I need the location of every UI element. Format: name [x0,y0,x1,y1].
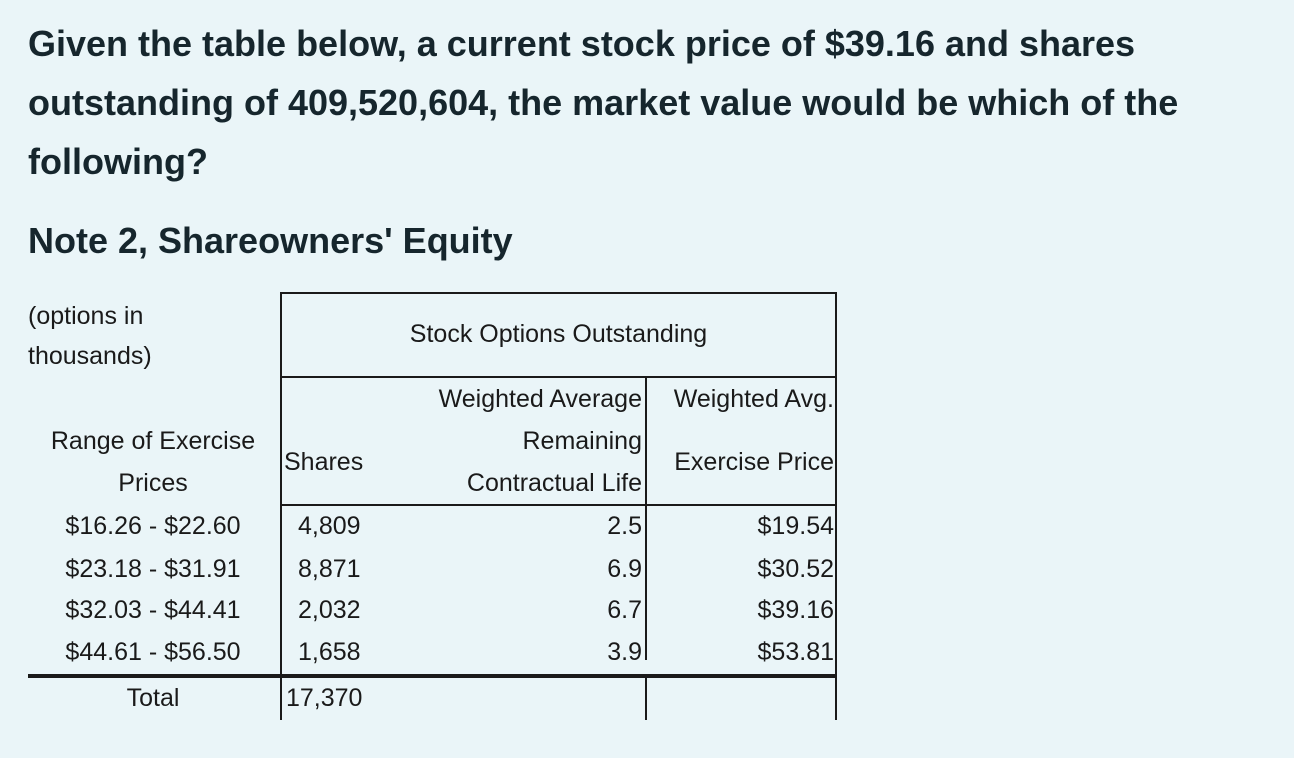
table-row-life: 2.5 [607,512,642,540]
table-row-shares: 4,809 [298,512,361,540]
total-label: Total [126,684,180,712]
life-column-left-border [645,377,647,660]
table-row-price: $19.54 [757,512,834,540]
range-header-text: Range of Exercise Prices [50,427,256,497]
header-bottom-divider [281,504,837,506]
life-column-left-border-total [645,676,647,720]
life-header-line2: Remaining [522,427,642,455]
total-shares: 17,370 [286,684,363,712]
table-row-shares: 2,032 [298,596,361,624]
price-header-line2: Exercise Price [674,448,834,476]
table-row-shares: 8,871 [298,555,361,583]
units-note: (options in thousands) [28,302,152,370]
range-header: Range of Exercise Prices [28,420,278,504]
table-row-price: $39.16 [757,596,834,624]
table-top-border [281,292,837,294]
life-header-line1: Weighted Average [438,385,642,413]
table-row-life: 6.7 [607,596,642,624]
note-title: Note 2, Shareowners' Equity [28,220,513,261]
table-left-border [280,292,282,720]
table-row-price: $30.52 [757,555,834,583]
table-row-life: 3.9 [607,638,642,666]
group-header: Stock Options Outstanding [409,320,708,348]
table-row-life: 6.9 [607,555,642,583]
table-row-range: $44.61 - $56.50 [65,638,241,666]
shares-header: Shares [284,448,364,476]
question-text: Given the table below, a current stock p… [28,23,1179,182]
table-row-shares: 1,658 [298,638,361,666]
table-row-range: $16.26 - $22.60 [65,512,241,540]
life-header-line3: Contractual Life [466,469,642,497]
total-separator [28,674,837,678]
group-header-divider [281,376,837,378]
table-row-range: $32.03 - $44.41 [65,596,241,624]
table-row-price: $53.81 [757,638,834,666]
table-right-border [835,292,837,720]
price-header-line1: Weighted Avg. [673,385,834,413]
table-row-range: $23.18 - $31.91 [65,555,241,583]
